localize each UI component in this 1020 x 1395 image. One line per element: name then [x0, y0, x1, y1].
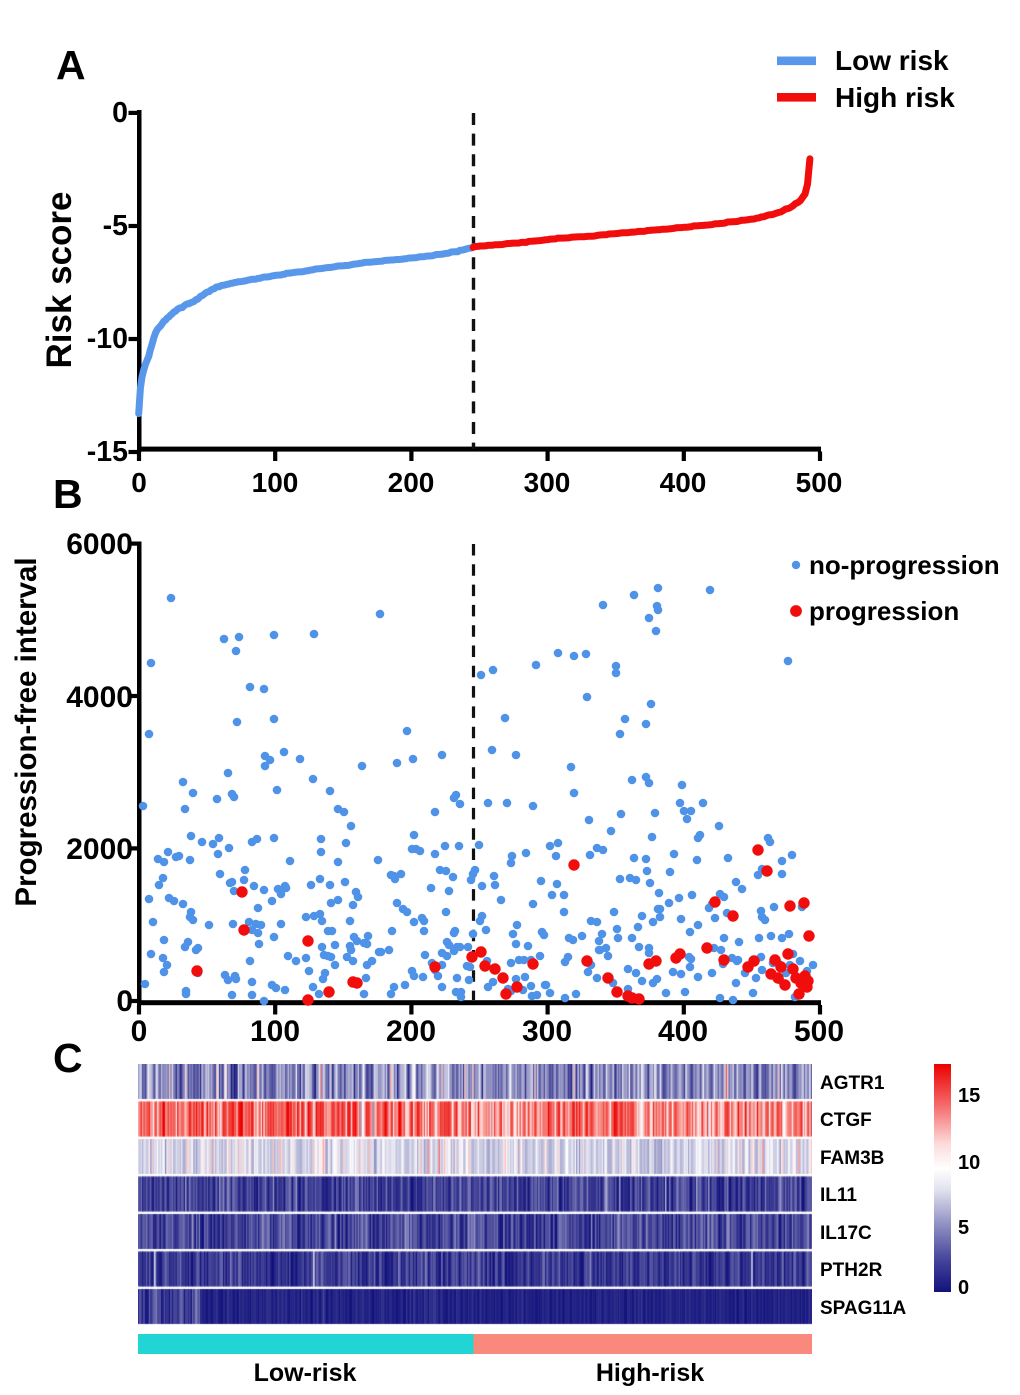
svg-text:300: 300: [522, 1015, 572, 1048]
svg-text:B: B: [53, 471, 83, 517]
svg-text:Low-risk: Low-risk: [254, 1359, 357, 1387]
svg-text:progression: progression: [809, 596, 959, 626]
svg-text:0: 0: [131, 1015, 148, 1048]
svg-text:15: 15: [958, 1085, 980, 1107]
svg-text:100: 100: [250, 1015, 300, 1048]
svg-text:500: 500: [796, 467, 843, 498]
svg-text:200: 200: [386, 1015, 436, 1048]
svg-text:Progression-free interval: Progression-free interval: [10, 557, 43, 906]
svg-text:AGTR1: AGTR1: [820, 1073, 885, 1094]
svg-text:-10: -10: [87, 323, 128, 355]
svg-text:PTH2R: PTH2R: [820, 1260, 883, 1281]
svg-text:A: A: [56, 42, 86, 88]
svg-text:200: 200: [388, 467, 435, 498]
svg-text:400: 400: [658, 1015, 708, 1048]
svg-text:10: 10: [958, 1152, 980, 1174]
svg-text:5: 5: [958, 1217, 969, 1239]
svg-text:-15: -15: [87, 436, 128, 468]
svg-text:no-progression: no-progression: [809, 550, 1000, 580]
svg-text:2000: 2000: [66, 833, 133, 866]
svg-text:Risk score: Risk score: [40, 191, 79, 368]
svg-text:500: 500: [794, 1015, 844, 1048]
svg-text:6000: 6000: [66, 528, 133, 561]
svg-text:FAM3B: FAM3B: [820, 1148, 884, 1169]
svg-text:100: 100: [252, 467, 299, 498]
svg-text:CTGF: CTGF: [820, 1110, 872, 1131]
svg-text:300: 300: [524, 467, 571, 498]
svg-text:0: 0: [116, 985, 133, 1018]
svg-text:High-risk: High-risk: [596, 1359, 704, 1387]
svg-text:0: 0: [958, 1277, 969, 1299]
svg-text:IL17C: IL17C: [820, 1223, 872, 1244]
svg-text:0: 0: [112, 97, 128, 129]
svg-text:IL11: IL11: [820, 1185, 857, 1206]
svg-text:0: 0: [131, 467, 147, 498]
svg-text:SPAG11A: SPAG11A: [820, 1298, 907, 1319]
svg-text:4000: 4000: [66, 681, 133, 714]
svg-text:400: 400: [660, 467, 707, 498]
svg-text:High risk: High risk: [835, 82, 955, 113]
svg-text:Low risk: Low risk: [835, 45, 949, 76]
svg-text:-5: -5: [103, 210, 128, 242]
svg-text:C: C: [53, 1035, 83, 1081]
